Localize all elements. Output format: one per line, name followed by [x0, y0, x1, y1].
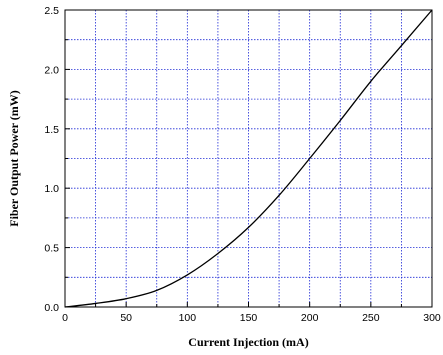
y-tick-labels: 0.0 0.5 1.0 1.5 2.0 2.5	[44, 5, 59, 314]
y-tick-label: 1.5	[44, 124, 59, 136]
x-tick-label: 50	[120, 312, 132, 324]
x-tick-label: 200	[301, 312, 319, 324]
x-tick-labels: 0 50 100 150 200 250 300	[62, 312, 441, 324]
x-tick-label: 300	[423, 312, 441, 324]
series-line-fiber-output-power	[64, 9, 433, 308]
x-tick-label: 250	[362, 312, 380, 324]
x-tick-label: 150	[240, 312, 258, 324]
axis-ticks	[64, 9, 433, 308]
x-tick-label: 0	[62, 312, 68, 324]
grid	[65, 10, 432, 307]
x-axis-title: Current Injection (mA)	[188, 335, 308, 349]
y-tick-label: 2.0	[44, 64, 59, 76]
y-tick-label: 0.0	[44, 302, 59, 314]
x-tick-label: 100	[179, 312, 197, 324]
y-tick-label: 1.0	[44, 183, 59, 195]
y-axis-title: Fiber Output Power (mW)	[7, 90, 21, 227]
y-tick-label: 0.5	[44, 243, 59, 255]
y-tick-label: 2.5	[44, 5, 59, 17]
